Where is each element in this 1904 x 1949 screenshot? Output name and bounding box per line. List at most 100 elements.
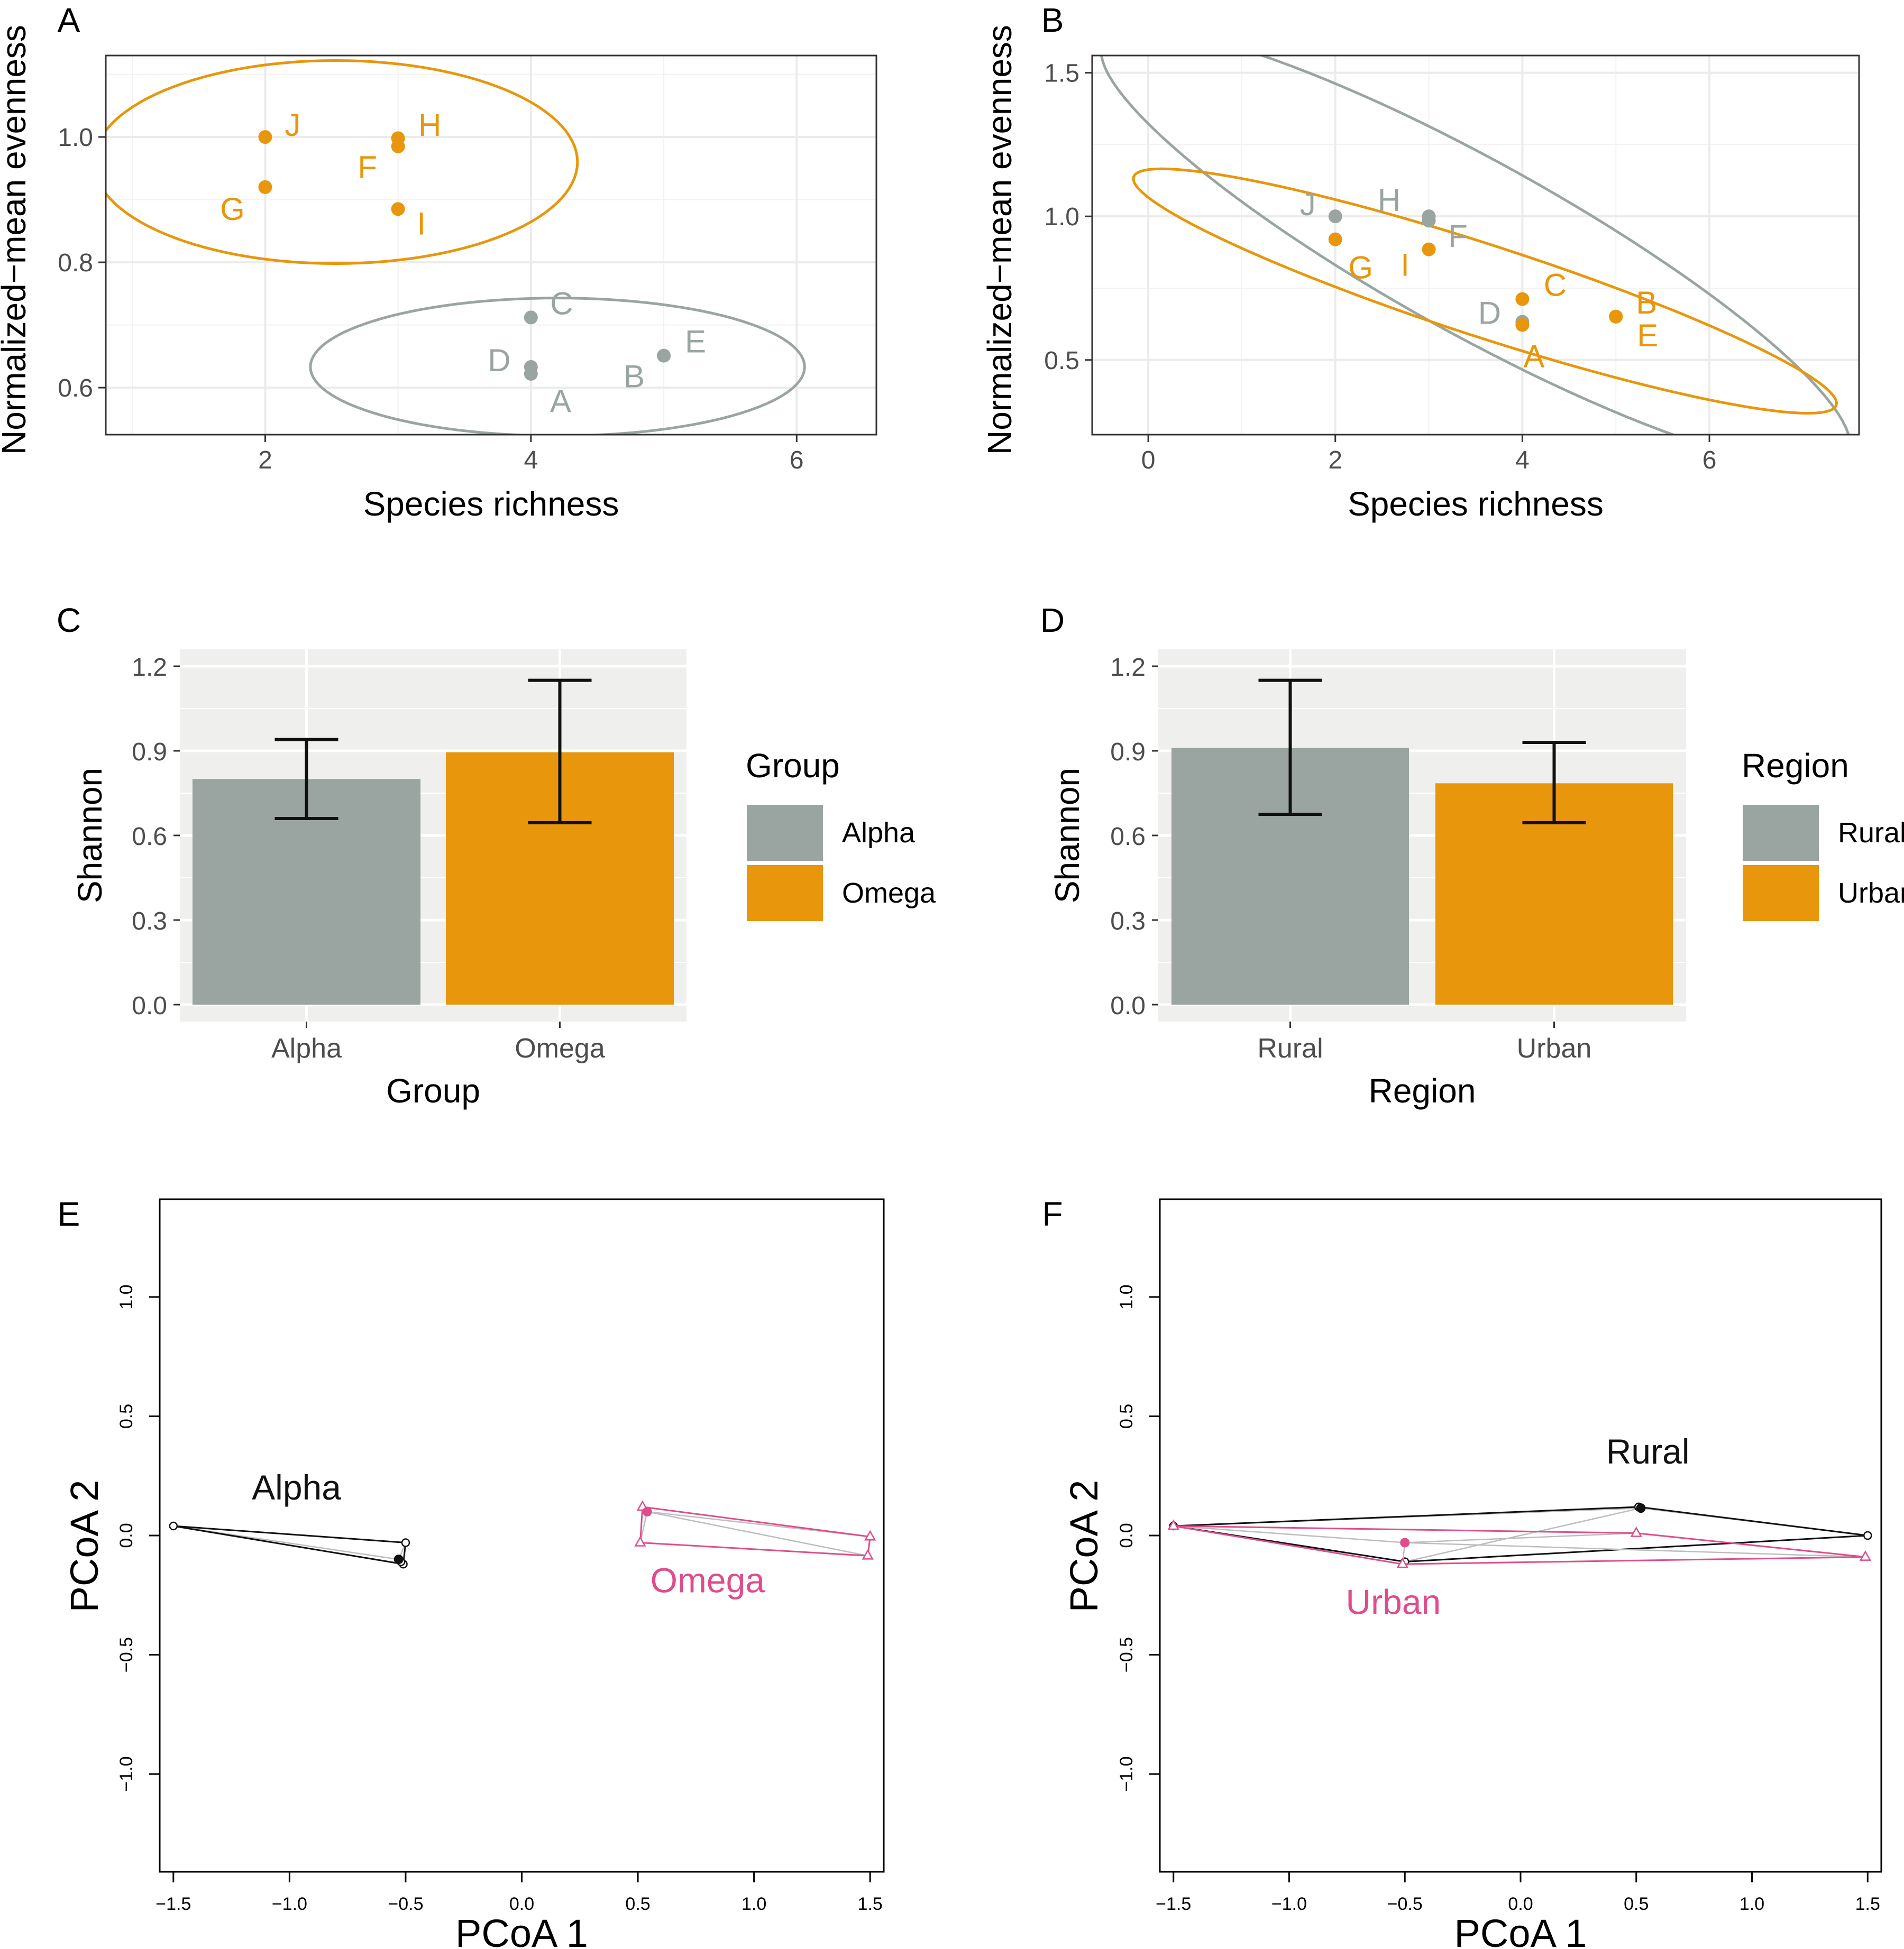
- group-label-alpha: Alpha: [252, 1468, 341, 1507]
- panel-label-B: B: [1041, 1, 1064, 39]
- y-axis-title: Normalized−mean evenness: [981, 25, 1019, 455]
- hull-alpha: [173, 1525, 407, 1565]
- spoke-rural: [1404, 1507, 1641, 1562]
- spoke-urban: [1405, 1542, 1865, 1558]
- point-label-F: F: [1448, 218, 1468, 254]
- point-label-I: I: [1400, 247, 1409, 283]
- point-label-I: I: [417, 206, 426, 241]
- point-F: [391, 139, 405, 153]
- point-label-F: F: [358, 150, 377, 185]
- point-B: [657, 348, 671, 363]
- point-rural: [1863, 1531, 1872, 1540]
- panel-A: J G H F I C D A E B 2 4 6 0.6 0.8 1.0 Species richness No…: [0, 25, 877, 523]
- y-tick-label: 0.0: [1116, 1523, 1137, 1548]
- point-C: [1515, 292, 1530, 306]
- panel-label-C: C: [57, 601, 81, 639]
- legend-label-rural: Rural: [1838, 817, 1904, 849]
- y-tick-label: −1.0: [1116, 1757, 1137, 1792]
- x-tick-label-rural: Rural: [1257, 1033, 1323, 1064]
- point-omega: [864, 1530, 876, 1541]
- y-tick-label: 0.6: [58, 374, 93, 402]
- spoke-urban: [1405, 1532, 1636, 1543]
- point-label-C: C: [550, 286, 573, 321]
- x-axis-title: Group: [386, 1072, 480, 1110]
- legend-title: Group: [746, 747, 840, 785]
- point-urban: [1396, 1557, 1409, 1568]
- y-tick-label: 0.6: [1110, 823, 1146, 851]
- y-tick-label: 1.2: [132, 654, 167, 682]
- plot-box: [159, 1198, 885, 1873]
- point-label-A: A: [550, 383, 571, 419]
- point-F: [1422, 214, 1436, 228]
- x-tick-label: 1.0: [742, 1894, 766, 1914]
- y-tick-label: 0.0: [1110, 992, 1146, 1020]
- y-tick-label: 0.0: [116, 1523, 136, 1548]
- point-C: [524, 310, 538, 325]
- x-tick-label: 2: [258, 446, 272, 474]
- ellipse-orange: [1132, 167, 1838, 415]
- point-label-D: D: [1478, 296, 1501, 331]
- point-label-C: C: [1544, 268, 1567, 303]
- panel-label-E: E: [58, 1195, 80, 1233]
- x-axis-title: Species richness: [1348, 485, 1604, 523]
- legend-label-urban: Urban: [1838, 877, 1904, 909]
- x-axis-title: PCoA 1: [1454, 1911, 1587, 1949]
- x-tick-label: −0.5: [1387, 1894, 1423, 1914]
- point-urban: [1859, 1550, 1872, 1561]
- panel-border: [105, 54, 877, 436]
- x-tick-label: −1.5: [155, 1894, 191, 1914]
- y-tick-label: 1.0: [1044, 203, 1079, 231]
- y-tick-label: 1.5: [1044, 60, 1079, 88]
- ellipse-grey: [309, 297, 806, 435]
- panel-D: Rural Urban 0.0 0.3 0.6 0.9 1.2 Region Shannon Re…: [1048, 649, 1904, 1110]
- y-tick-label: 0.0: [132, 992, 167, 1020]
- x-tick-label: 6: [790, 446, 804, 474]
- point-label-G: G: [1348, 250, 1373, 286]
- point-alpha: [401, 1538, 410, 1547]
- ellipse-layer: [1100, 56, 1850, 435]
- ellipse-grey: [1100, 56, 1850, 435]
- point-label-E: E: [1637, 318, 1658, 353]
- point-A: [1515, 318, 1530, 332]
- y-tick-label: 0.9: [1110, 738, 1146, 766]
- legend-key-alpha: [747, 805, 823, 861]
- y-axis-title: Shannon: [71, 768, 109, 903]
- point-omega: [634, 1536, 646, 1547]
- point-J: [258, 130, 272, 144]
- group-label-omega: Omega: [651, 1561, 765, 1600]
- point-label-H: H: [1378, 182, 1400, 218]
- group-label-rural: Rural: [1606, 1432, 1690, 1471]
- centroid-rural: [1636, 1503, 1646, 1513]
- legend-key-omega: [747, 865, 823, 921]
- panel-label-F: F: [1042, 1195, 1063, 1233]
- point-label-E: E: [685, 324, 706, 360]
- point-J: [1328, 209, 1342, 224]
- y-tick-label: 0.5: [1044, 347, 1079, 375]
- y-axis-title: PCoA 2: [62, 1480, 106, 1613]
- centroid-urban: [1400, 1538, 1410, 1548]
- panel-E: Alpha Omega −1.5 −1.0 −0.5 0.0 0.5 1.0 1.5 −1.0 −0…: [62, 1198, 885, 1949]
- y-tick-label: 0.5: [1116, 1404, 1137, 1429]
- x-axis-title: PCoA 1: [455, 1911, 588, 1949]
- y-axis-title: Shannon: [1048, 768, 1086, 903]
- point-urban: [1630, 1526, 1642, 1537]
- point-A: [524, 367, 538, 381]
- point-omega: [862, 1549, 874, 1560]
- point-label-B: B: [1636, 285, 1657, 320]
- y-tick-label: 1.0: [116, 1284, 136, 1309]
- panel-border: [1091, 54, 1860, 436]
- x-tick-label: 1.5: [1855, 1894, 1880, 1914]
- legend-key-rural: [1743, 805, 1819, 861]
- x-tick-label: 2: [1328, 446, 1342, 474]
- point-label-D: D: [488, 343, 510, 378]
- plot-area: [1092, 56, 1859, 435]
- ellipse-orange: [106, 59, 579, 265]
- point-G: [258, 180, 272, 194]
- y-tick-label: 0.8: [58, 249, 93, 277]
- point-I: [391, 202, 405, 216]
- panel-label-A: A: [58, 1, 80, 39]
- legend-label-omega: Omega: [842, 877, 936, 909]
- x-tick-label: 6: [1702, 446, 1717, 474]
- y-tick-label: 0.6: [132, 823, 167, 851]
- y-tick-label: 1.2: [1110, 654, 1146, 682]
